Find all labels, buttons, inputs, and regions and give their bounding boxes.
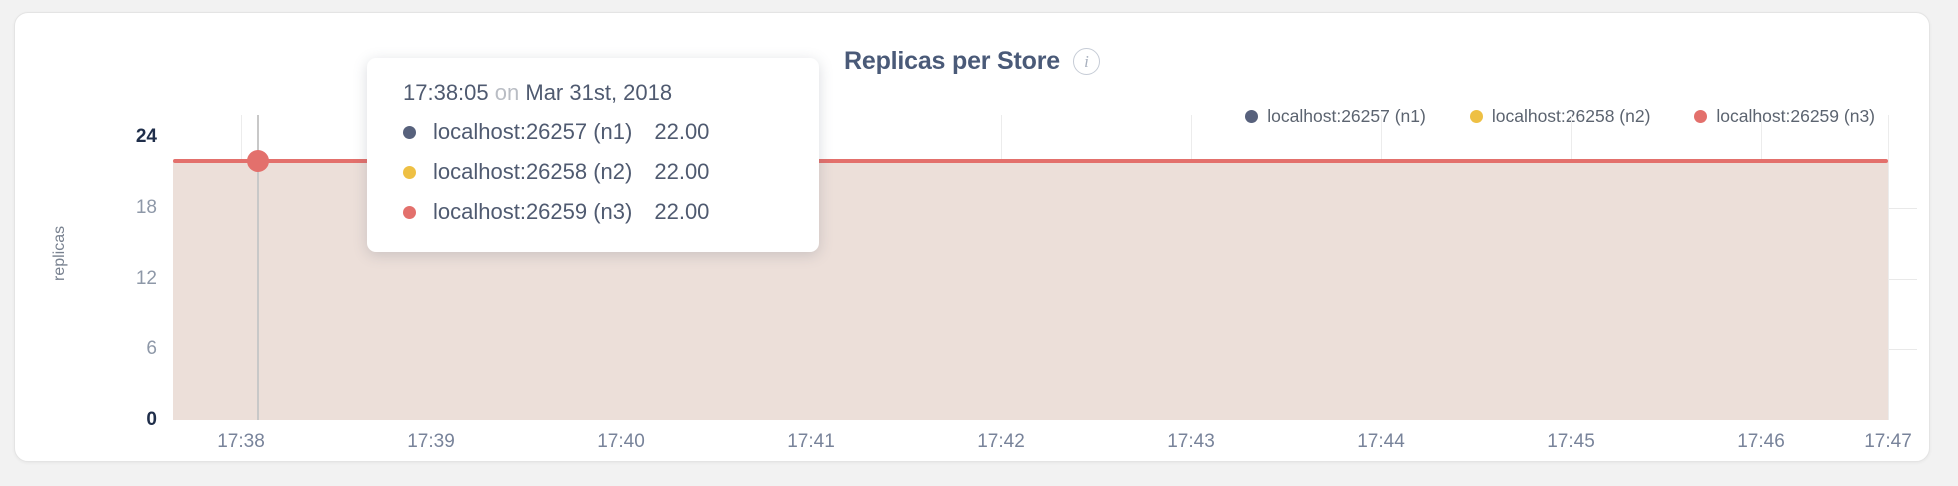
tooltip-label-n2: localhost:26258 (n2) <box>433 159 633 184</box>
tooltip-label-n3: localhost:26259 (n3) <box>433 199 633 224</box>
tooltip-value-n1: 22.00 <box>654 119 710 144</box>
tooltip-dot-icon-n1 <box>403 125 416 139</box>
legend-item-n2[interactable]: localhost:26258 (n2) <box>1469 106 1650 127</box>
tooltip-row-n2: localhost:26258 (n2) 22.00 <box>367 152 819 192</box>
tooltip-row-n1: localhost:26257 (n1) 22.00 <box>367 112 819 152</box>
info-icon[interactable]: i <box>1072 48 1100 75</box>
legend-item-n1[interactable]: localhost:26257 (n1) <box>1245 106 1426 127</box>
tooltip-label-n1: localhost:26257 (n1) <box>433 119 633 144</box>
x-tick-label-1745: 17:45 <box>1547 431 1595 452</box>
legend-item-n3[interactable]: localhost:26259 (n3) <box>1694 106 1875 127</box>
y-tick-label-6: 6 <box>146 338 157 359</box>
series-line-n3 <box>173 159 1888 163</box>
y-tick-label-0: 0 <box>146 409 157 430</box>
chart-card: Replicas per Store i localhost:26257 (n1… <box>14 12 1930 462</box>
legend-label-n1: localhost:26257 (n1) <box>1267 106 1426 126</box>
tooltip-value-n3: 22.00 <box>654 199 710 224</box>
tooltip-on-word: on <box>494 80 520 105</box>
y-axis-title: replicas <box>51 225 68 281</box>
tooltip-header: 17:38:05 on Mar 31st, 2018 <box>367 80 819 112</box>
hover-tooltip: 17:38:05 on Mar 31st, 2018 localhost:262… <box>367 58 819 252</box>
plot-area[interactable] <box>173 115 1917 420</box>
legend-swatch-icon-n2 <box>1469 110 1483 123</box>
x-tick-label-1740: 17:40 <box>597 431 645 452</box>
hover-dot-n3 <box>247 150 269 172</box>
y-tick-label-18: 18 <box>135 197 157 218</box>
hover-crosshair <box>257 115 259 420</box>
y-tick-label-12: 12 <box>135 268 157 289</box>
x-tick-label-1746: 17:46 <box>1737 431 1785 452</box>
tooltip-dot-icon-n3 <box>403 205 416 219</box>
x-tick-label-1738: 17:38 <box>217 431 265 452</box>
gridline-v-1747 <box>1888 115 1889 420</box>
x-tick-label-1743: 17:43 <box>1167 431 1215 452</box>
page-title: Replicas per Store <box>844 47 1060 75</box>
tooltip-date: Mar 31st, 2018 <box>525 80 673 105</box>
chart-header: Replicas per Store i <box>15 47 1929 76</box>
y-tick-label-24: 24 <box>135 126 157 147</box>
tooltip-row-n3: localhost:26259 (n3) 22.00 <box>367 192 819 232</box>
tooltip-dot-icon-n2 <box>403 165 416 179</box>
legend-swatch-icon-n3 <box>1694 110 1708 123</box>
x-tick-label-1747: 17:47 <box>1864 431 1912 452</box>
chart-legend: localhost:26257 (n1) localhost:26258 (n2… <box>1245 106 1875 127</box>
x-tick-label-1741: 17:41 <box>787 431 835 452</box>
tooltip-value-n2: 22.00 <box>654 159 710 184</box>
legend-swatch-icon-n1 <box>1245 110 1259 123</box>
x-tick-label-1742: 17:42 <box>977 431 1025 452</box>
tooltip-time: 17:38:05 <box>403 80 489 105</box>
legend-label-n3: localhost:26259 (n3) <box>1716 106 1875 126</box>
x-tick-label-1744: 17:44 <box>1357 431 1405 452</box>
x-tick-label-1739: 17:39 <box>407 431 455 452</box>
